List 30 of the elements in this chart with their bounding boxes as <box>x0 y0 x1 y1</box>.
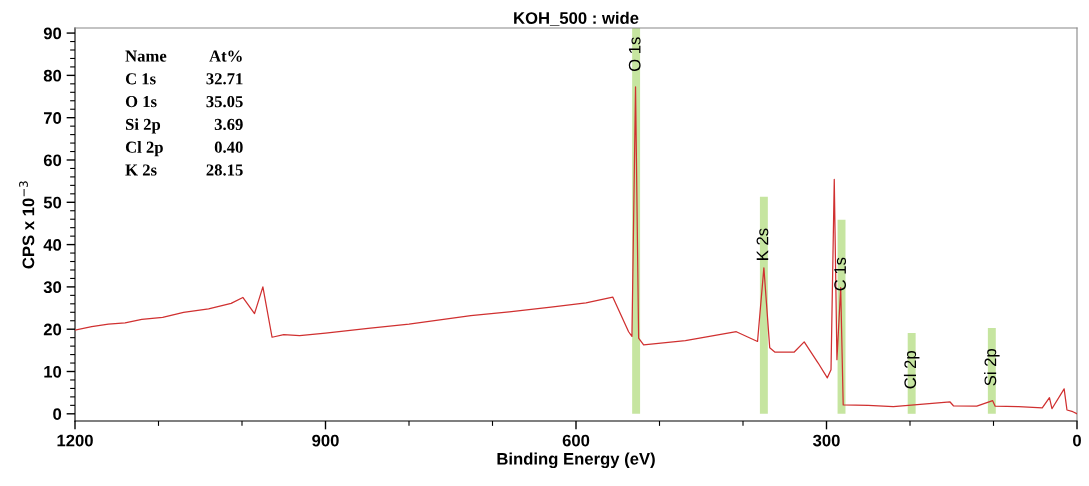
annotation: K 2s <box>756 228 769 260</box>
annotation: O 1s <box>628 37 641 72</box>
text: K 2s 28.15 <box>125 164 243 176</box>
y-tick-label: 50 <box>43 196 62 209</box>
x-tick-label: 600 <box>562 434 590 447</box>
chart-title: KOH_500 : wide <box>514 11 639 26</box>
y-tick-label: 10 <box>44 365 62 378</box>
y-tick-label: 60 <box>43 154 62 167</box>
y-tick-label: 40 <box>43 239 62 251</box>
y-tick-label: 90 <box>43 27 62 40</box>
text: C 1s 32.71 <box>125 73 243 85</box>
text: Name At% <box>125 50 242 62</box>
y-tick-label: 30 <box>43 281 62 294</box>
annotation: C 1s <box>834 257 846 291</box>
text: Cl 2p 0.40 <box>125 141 243 157</box>
text: Si 2p 3.69 <box>125 118 243 134</box>
y-tick-label: 80 <box>43 69 62 82</box>
y-tick-label: 70 <box>43 112 62 124</box>
x-tick-label: 1200 <box>57 434 93 447</box>
x-tick-label: 900 <box>312 434 339 447</box>
x-axis-title: Binding Energy (eV) <box>497 452 655 469</box>
annotation: Si 2p <box>984 348 1000 386</box>
text: O 1s 35.05 <box>125 95 243 108</box>
annotation: Cl 2p <box>903 351 920 389</box>
x-tick-label: 300 <box>812 434 840 447</box>
line-series <box>75 86 1077 415</box>
y-axis-title: CPS x 10$^{−3}$ <box>19 181 35 269</box>
x-tick-label: 0 <box>1073 434 1081 447</box>
y-tick-label: 0 <box>53 408 62 421</box>
y-tick-label: 20 <box>43 323 62 336</box>
